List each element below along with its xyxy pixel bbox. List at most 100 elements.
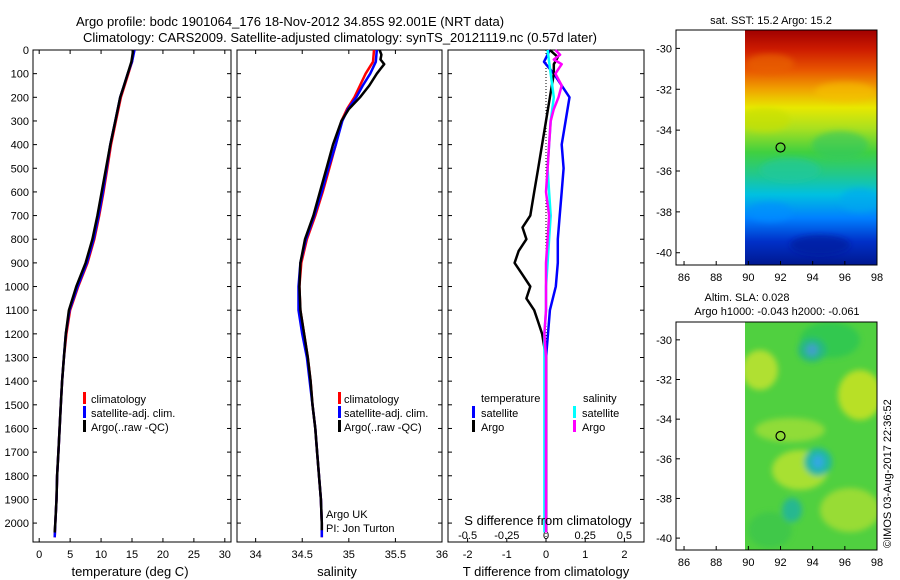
x-tick-label: 0 <box>36 549 42 561</box>
legend-label-argo: Argo(..raw -QC) <box>91 422 169 434</box>
x-tick-label-salinity: 0.5 <box>617 530 632 542</box>
legend-swatch-satellite <box>338 406 341 418</box>
x-tick-label: 0 <box>543 549 549 561</box>
x-tick-label: 5 <box>67 549 73 561</box>
series-line-satellite-adj-clim- <box>297 49 379 538</box>
argo-location-marker <box>775 142 786 153</box>
map-y-tick-label: -36 <box>656 454 672 466</box>
map-x-tick-label: 88 <box>710 272 722 284</box>
title-line2: Climatology: CARS2009. Satellite-adjuste… <box>83 30 597 45</box>
map-y-tick-label: -34 <box>656 414 672 426</box>
series-line-salinity-argo <box>543 49 563 533</box>
y-tick-label: 300 <box>11 116 29 128</box>
map-x-tick-label: 92 <box>774 272 786 284</box>
x-tick-label-salinity: -0.25 <box>494 530 519 542</box>
y-tick-label: 1200 <box>5 329 29 341</box>
y-tick-label: 600 <box>11 187 29 199</box>
legend-label-climatology: climatology <box>91 394 147 406</box>
y-tick-label: 100 <box>11 69 29 81</box>
legend-label-temp-argo: Argo <box>481 422 504 434</box>
x-tick-label: 15 <box>126 549 138 561</box>
temperature-panel-frame <box>32 49 232 543</box>
x-tick-label-salinity: 0.25 <box>574 530 595 542</box>
y-tick-label: 1500 <box>5 400 29 412</box>
legend-label-sal-argo: Argo <box>582 422 605 434</box>
x-tick-label: 35.5 <box>385 549 406 561</box>
credit-line1: Argo UK <box>326 509 368 521</box>
legend-title-temperature: temperature <box>481 393 540 405</box>
map-y-tick-label: -38 <box>656 493 672 505</box>
y-tick-label: 400 <box>11 140 29 152</box>
sla-map-axes: 86 88 90 92 94 96 98 -30 -32 -34 -36 -38 -40 <box>656 335 883 569</box>
x-tick-label: 34 <box>250 549 262 561</box>
map-y-tick-label: -36 <box>656 166 672 178</box>
salinity-xlabel: salinity <box>317 564 357 579</box>
map-y-tick-label: -40 <box>656 248 672 260</box>
map-x-tick-label: 90 <box>742 557 754 569</box>
y-tick-label: 500 <box>11 163 29 175</box>
difference-legend: temperature satellite Argo salinity sate… <box>472 393 619 434</box>
title-line1: Argo profile: bodc 1901064_176 18-Nov-20… <box>76 14 504 29</box>
x-tick-label: -1 <box>502 549 512 561</box>
legend-swatch-argo <box>83 420 86 432</box>
y-tick-label: 1700 <box>5 447 29 459</box>
x-tick-label: 1 <box>582 549 588 561</box>
y-tick-label: 200 <box>11 92 29 104</box>
sla-map-title-line1: Altim. SLA: 0.028 <box>705 292 790 304</box>
map-y-tick-label: -32 <box>656 374 672 386</box>
series-line-climatology <box>53 49 136 538</box>
legend-swatch-climatology <box>338 392 341 404</box>
map-x-tick-label: 96 <box>839 557 851 569</box>
series-line-argo-raw-qc- <box>298 49 386 531</box>
sst-map-axes: 86 88 90 92 94 96 98 -30 -32 -34 -36 -38 -40 <box>656 43 883 284</box>
map-y-tick-label: -30 <box>656 43 672 55</box>
map-x-tick-label: 98 <box>871 557 883 569</box>
difference-plot: -2 -1 0 1 2 -0.5 -0.25 0 0.25 0.5 <box>448 49 644 561</box>
legend-swatch-argo <box>338 420 341 432</box>
sst-map-frame <box>675 29 878 266</box>
x-tick-label: -2 <box>463 549 473 561</box>
map-x-tick-label: 94 <box>807 557 819 569</box>
credit-line2: PI: Jon Turton <box>326 523 394 535</box>
y-tick-label: 1000 <box>5 282 29 294</box>
map-x-tick-label: 96 <box>839 272 851 284</box>
y-tick-label: 1600 <box>5 423 29 435</box>
map-x-tick-label: 98 <box>871 272 883 284</box>
legend-label-satellite: satellite-adj. clim. <box>344 408 428 420</box>
legend-swatch-climatology <box>83 392 86 404</box>
sst-heatmap <box>745 30 877 265</box>
series-line-climatology <box>298 49 376 538</box>
x-tick-label: 25 <box>188 549 200 561</box>
map-x-tick-label: 86 <box>678 557 690 569</box>
y-tick-label: 700 <box>11 211 29 223</box>
sst-heatmap-texture <box>745 54 877 255</box>
series-line-satellite-adj-clim- <box>53 49 136 538</box>
map-y-tick-label: -34 <box>656 125 672 137</box>
legend-label-temp-satellite: satellite <box>481 408 518 420</box>
sla-map-title-line2: Argo h1000: -0.043 h2000: -0.061 <box>694 306 859 318</box>
legend-swatch-sal-satellite <box>573 406 576 418</box>
watermark: ©IMOS 03-Aug-2017 22:36:52 <box>882 399 894 548</box>
legend-label-sal-satellite: satellite <box>582 408 619 420</box>
difference-xlabel-salinity: S difference from climatology <box>464 513 632 528</box>
x-tick-label: 30 <box>219 549 231 561</box>
legend-swatch-sal-argo <box>573 420 576 432</box>
map-y-tick-label: -40 <box>656 533 672 545</box>
map-y-tick-label: -30 <box>656 335 672 347</box>
series-line-salinity-satellite <box>543 49 556 533</box>
y-tick-label: 1800 <box>5 471 29 483</box>
y-tick-label: 1100 <box>5 305 29 317</box>
temperature-plot: 0100200300400500600700800900100011001200… <box>5 45 231 561</box>
x-tick-label: 35 <box>343 549 355 561</box>
legend-swatch-temp-satellite <box>472 406 475 418</box>
y-tick-label: 1900 <box>5 494 29 506</box>
sst-map-title: sat. SST: 15.2 Argo: 15.2 <box>710 15 832 27</box>
salinity-legend: climatology satellite-adj. clim. Argo(..… <box>338 392 428 434</box>
x-tick-label-salinity: -0.5 <box>458 530 477 542</box>
sla-heatmap <box>745 322 877 550</box>
map-x-tick-label: 94 <box>807 272 819 284</box>
x-tick-label: 36 <box>436 549 448 561</box>
argo-location-marker <box>775 430 786 442</box>
legend-swatch-satellite <box>83 406 86 418</box>
